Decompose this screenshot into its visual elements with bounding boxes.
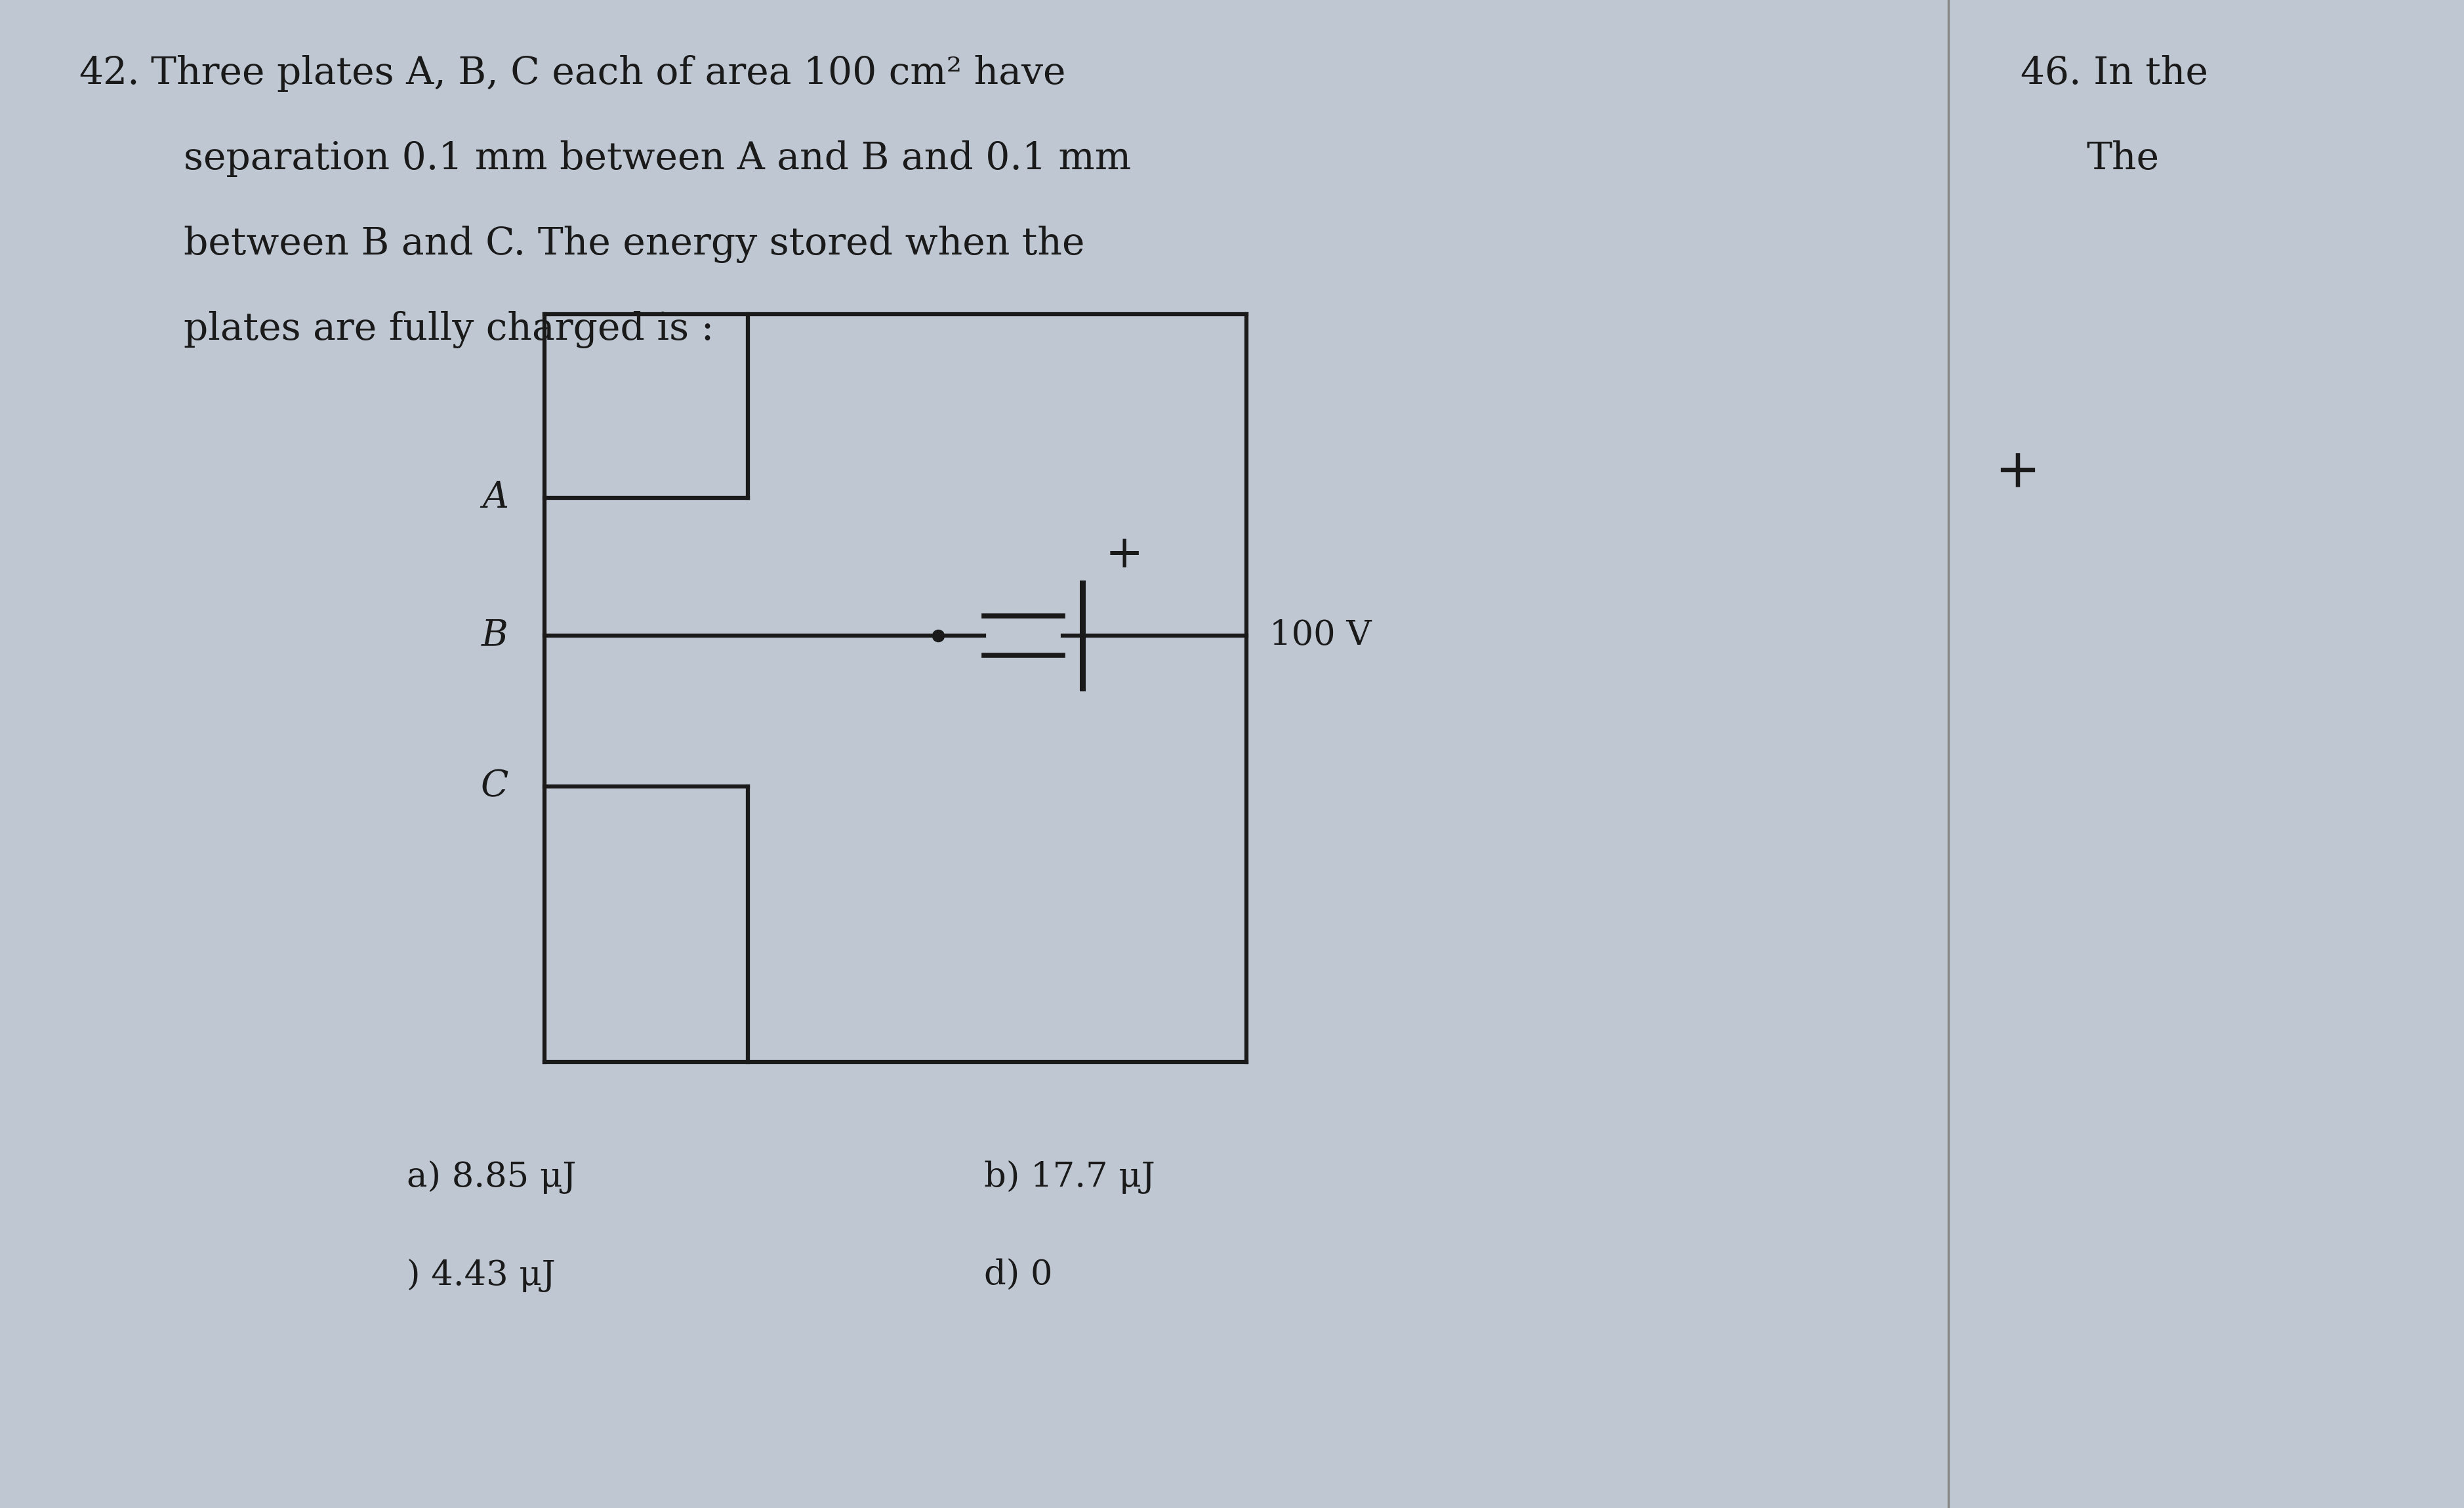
Text: A: A	[483, 480, 508, 516]
Text: 100 V: 100 V	[1269, 618, 1372, 653]
Text: 46. In the: 46. In the	[2020, 56, 2208, 92]
Text: b) 17.7 μJ: b) 17.7 μJ	[983, 1160, 1156, 1194]
Text: B: B	[480, 618, 508, 653]
Text: plates are fully charged is :: plates are fully charged is :	[185, 311, 715, 348]
Text: d) 0: d) 0	[983, 1259, 1052, 1292]
Text: +: +	[1993, 445, 2040, 498]
Text: 42.: 42.	[79, 56, 140, 92]
Text: ) 4.43 μJ: ) 4.43 μJ	[407, 1259, 554, 1292]
Text: separation 0.1 mm between A and B and 0.1 mm: separation 0.1 mm between A and B and 0.…	[185, 140, 1131, 176]
Text: between B and C. The energy stored when the: between B and C. The energy stored when …	[185, 226, 1084, 262]
Text: C: C	[480, 769, 508, 804]
Text: The: The	[2087, 140, 2158, 176]
Text: Three plates A, B, C each of area 100 cm² have: Three plates A, B, C each of area 100 cm…	[150, 56, 1067, 92]
Text: +: +	[1106, 532, 1143, 576]
Text: a) 8.85 μJ: a) 8.85 μJ	[407, 1160, 577, 1194]
